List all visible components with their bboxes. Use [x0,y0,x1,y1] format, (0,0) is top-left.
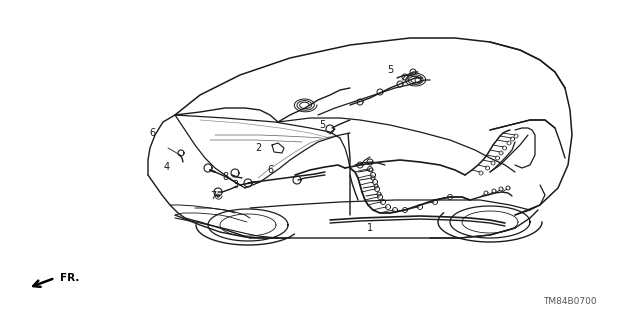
Text: 4: 4 [164,162,170,172]
Text: TM84B0700: TM84B0700 [543,298,597,307]
Text: 1: 1 [367,223,373,233]
Text: 5: 5 [319,120,325,130]
Text: 6: 6 [149,128,155,138]
Text: 8: 8 [222,172,228,182]
Text: FR.: FR. [60,273,79,283]
Text: 3: 3 [232,180,238,190]
Text: 5: 5 [387,65,393,75]
Text: 7: 7 [210,191,216,201]
Text: 6: 6 [267,165,273,175]
Text: 2: 2 [255,143,261,153]
